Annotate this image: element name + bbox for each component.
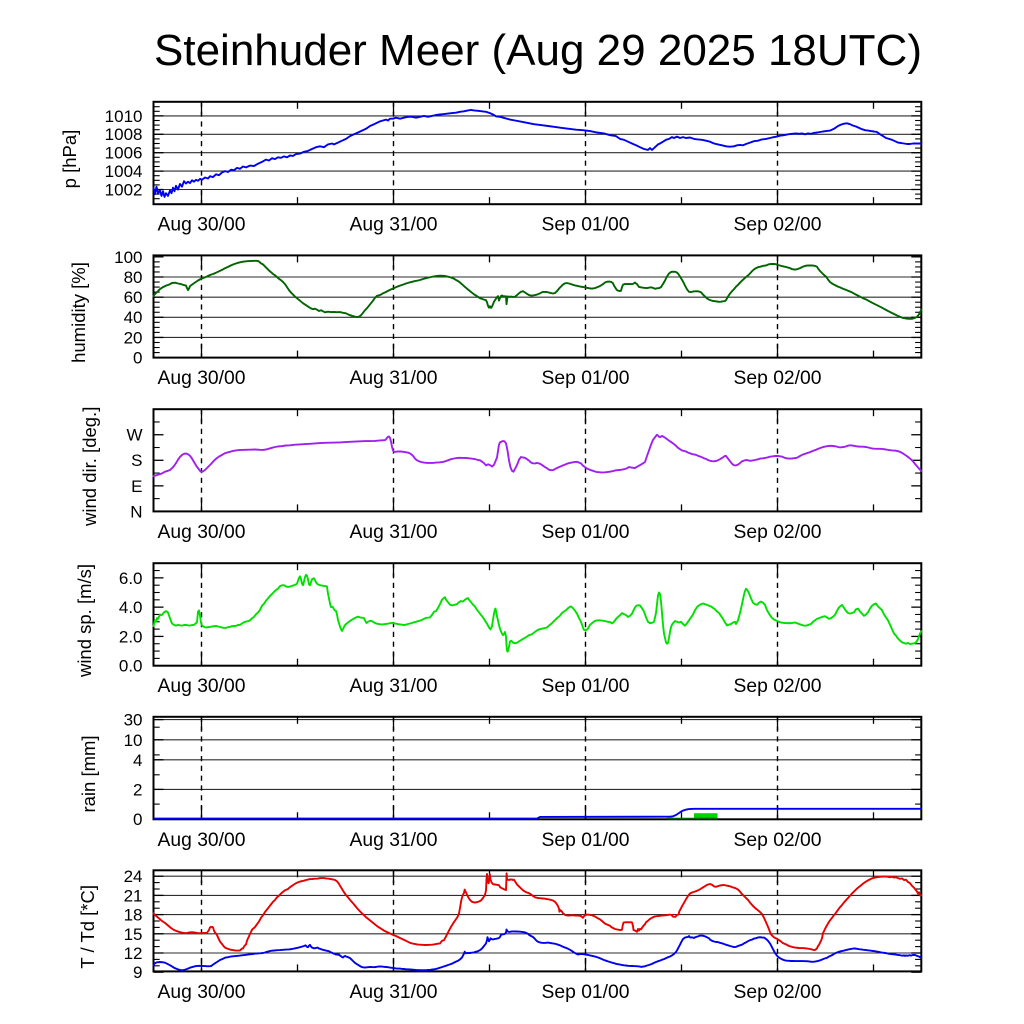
svg-text:Aug 31/00: Aug 31/00 — [350, 676, 438, 697]
svg-text:Aug 31/00: Aug 31/00 — [350, 830, 438, 851]
svg-text:10: 10 — [124, 731, 143, 750]
svg-text:Aug 30/00: Aug 30/00 — [158, 522, 246, 543]
svg-text:1010: 1010 — [105, 107, 143, 126]
svg-text:Aug 30/00: Aug 30/00 — [158, 830, 246, 851]
svg-text:0: 0 — [133, 810, 142, 829]
svg-text:wind dir. [deg.]: wind dir. [deg.] — [79, 407, 100, 527]
svg-text:Aug 30/00: Aug 30/00 — [158, 676, 246, 697]
svg-text:Aug 31/00: Aug 31/00 — [350, 215, 438, 236]
svg-text:E: E — [131, 477, 142, 496]
svg-text:4.0: 4.0 — [119, 598, 143, 617]
svg-text:24: 24 — [124, 867, 143, 886]
svg-text:Sep 01/00: Sep 01/00 — [542, 676, 630, 697]
svg-text:0: 0 — [133, 349, 142, 368]
svg-text:Sep 01/00: Sep 01/00 — [542, 215, 630, 236]
svg-text:Steinhuder Meer (Aug 29 2025 1: Steinhuder Meer (Aug 29 2025 18UTC) — [154, 26, 922, 75]
svg-text:Aug 30/00: Aug 30/00 — [158, 215, 246, 236]
svg-text:18: 18 — [124, 906, 143, 925]
svg-text:21: 21 — [124, 886, 143, 905]
svg-text:60: 60 — [124, 288, 143, 307]
svg-text:0.0: 0.0 — [119, 657, 143, 676]
svg-text:1002: 1002 — [105, 180, 143, 199]
svg-text:Sep 01/00: Sep 01/00 — [542, 830, 630, 851]
svg-text:100: 100 — [114, 248, 142, 267]
svg-text:20: 20 — [124, 328, 143, 347]
svg-text:30: 30 — [124, 711, 143, 730]
svg-text:Sep 02/00: Sep 02/00 — [734, 215, 822, 236]
svg-text:15: 15 — [124, 925, 143, 944]
svg-text:12: 12 — [124, 944, 143, 963]
svg-text:1008: 1008 — [105, 125, 143, 144]
svg-text:Aug 30/00: Aug 30/00 — [158, 368, 246, 389]
svg-text:2.0: 2.0 — [119, 627, 143, 646]
svg-text:80: 80 — [124, 268, 143, 287]
svg-text:Sep 01/00: Sep 01/00 — [542, 982, 630, 1003]
svg-text:40: 40 — [124, 308, 143, 327]
svg-text:2: 2 — [133, 780, 142, 799]
svg-text:humidity [%]: humidity [%] — [68, 262, 89, 363]
svg-text:Sep 02/00: Sep 02/00 — [734, 830, 822, 851]
svg-text:p [hPa]: p [hPa] — [59, 130, 80, 189]
svg-text:Aug 31/00: Aug 31/00 — [350, 368, 438, 389]
svg-text:Sep 01/00: Sep 01/00 — [542, 368, 630, 389]
svg-text:W: W — [126, 426, 142, 445]
svg-text:Sep 02/00: Sep 02/00 — [734, 368, 822, 389]
svg-text:rain [mm]: rain [mm] — [78, 735, 99, 812]
svg-text:T / Td [*C]: T / Td [*C] — [77, 885, 98, 969]
svg-text:Sep 02/00: Sep 02/00 — [734, 676, 822, 697]
svg-text:1006: 1006 — [105, 144, 143, 163]
svg-text:Aug 31/00: Aug 31/00 — [350, 522, 438, 543]
svg-text:Aug 30/00: Aug 30/00 — [158, 982, 246, 1003]
svg-text:9: 9 — [133, 963, 142, 982]
svg-text:Sep 02/00: Sep 02/00 — [734, 982, 822, 1003]
svg-text:N: N — [130, 502, 142, 521]
svg-text:1004: 1004 — [105, 162, 143, 181]
svg-text:6.0: 6.0 — [119, 569, 143, 588]
svg-text:4: 4 — [133, 751, 142, 770]
svg-text:wind sp. [m/s]: wind sp. [m/s] — [74, 564, 95, 678]
svg-text:Sep 02/00: Sep 02/00 — [734, 522, 822, 543]
svg-text:Aug 31/00: Aug 31/00 — [350, 982, 438, 1003]
svg-text:S: S — [131, 451, 142, 470]
svg-text:Sep 01/00: Sep 01/00 — [542, 522, 630, 543]
